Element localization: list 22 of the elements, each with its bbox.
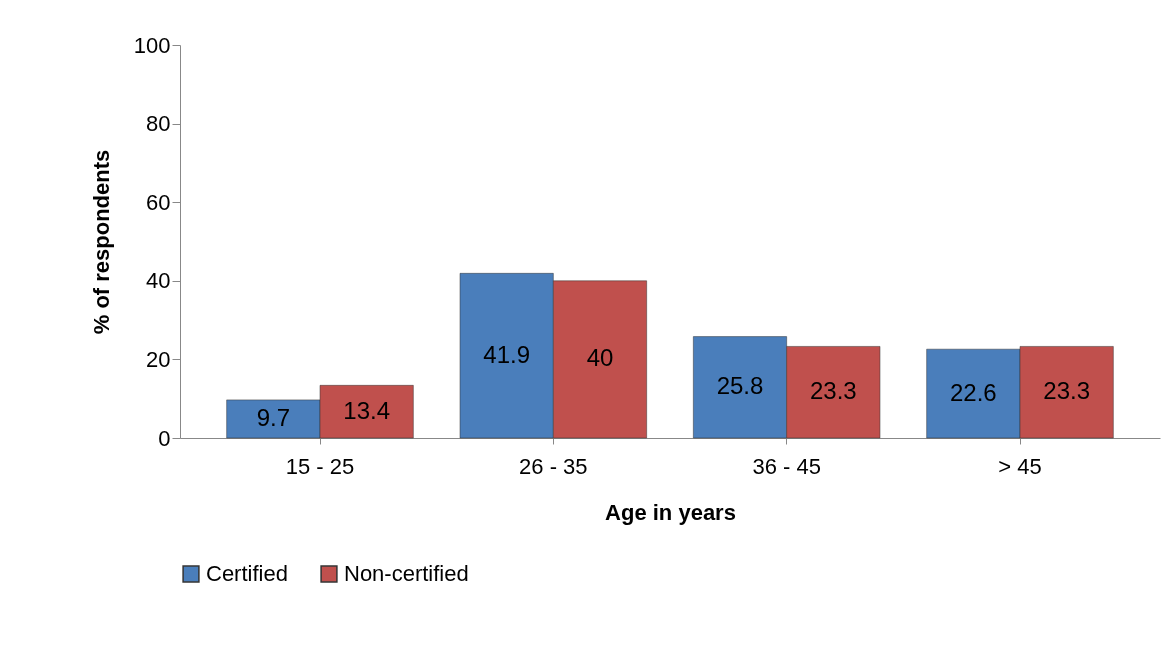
legend-label: Non-certified	[344, 561, 469, 586]
y-tick-label: 0	[158, 425, 171, 451]
data-label: 22.6	[949, 378, 997, 406]
data-label: 41.9	[483, 340, 531, 368]
y-tick-label: 40	[146, 268, 171, 294]
x-axis-title: Age in years	[605, 499, 736, 525]
x-tick-label: 26 - 35	[519, 453, 588, 479]
data-label: 23.3	[1043, 377, 1091, 405]
y-tick-label: 100	[133, 32, 171, 58]
data-label: 40	[586, 344, 614, 372]
x-tick-label: 15 - 25	[285, 453, 355, 479]
data-label: 13.4	[343, 396, 391, 424]
y-tick-label: 60	[146, 189, 171, 215]
data-label: 25.8	[716, 372, 764, 400]
data-label: 9.7	[256, 403, 291, 431]
data-label: 23.3	[809, 377, 857, 405]
y-tick-label: 20	[146, 346, 171, 372]
x-tick-label: > 45	[998, 453, 1042, 479]
legend-label: Certified	[206, 561, 288, 586]
y-axis-title: % of respondents	[88, 149, 114, 335]
y-tick-label: 80	[146, 111, 171, 137]
x-tick-label: 36 - 45	[752, 453, 821, 479]
